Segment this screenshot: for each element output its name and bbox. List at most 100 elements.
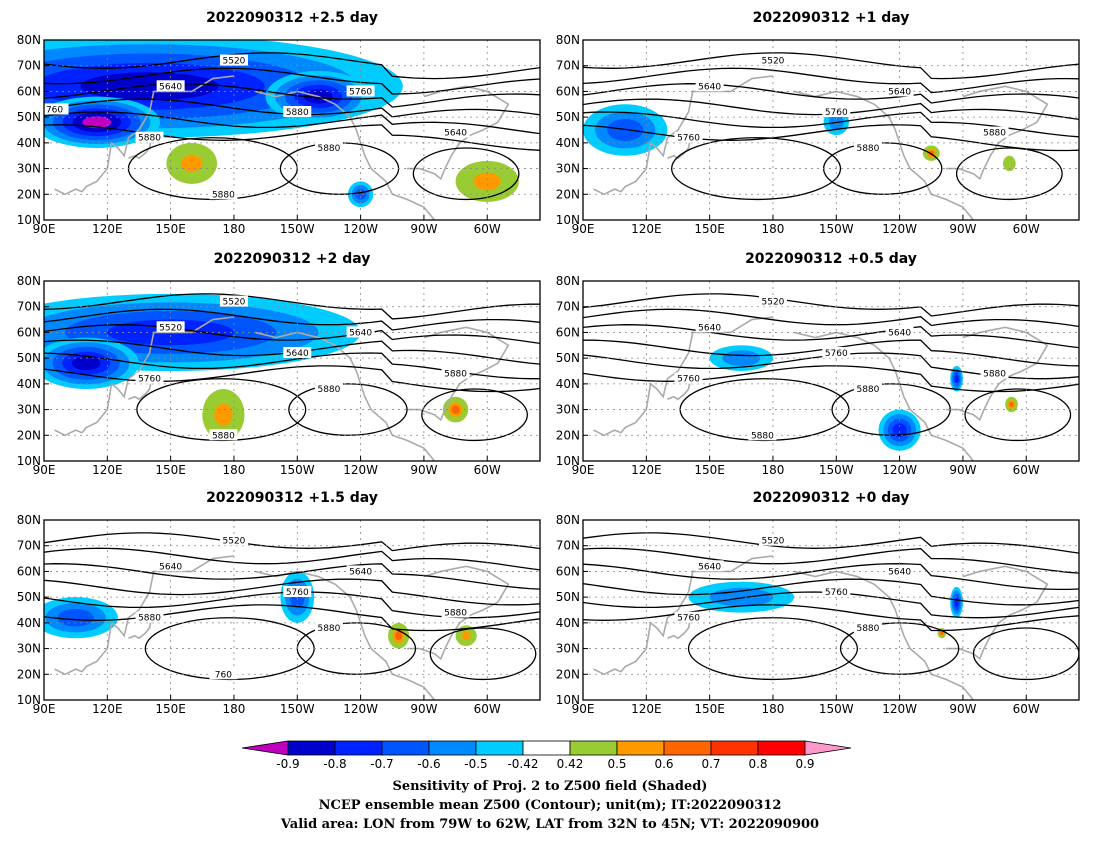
sensitivity-blob	[473, 172, 501, 191]
panel-title: 2022090312 +2.5 day	[206, 10, 378, 26]
contour-label-bg	[135, 611, 164, 623]
sensitivity-blob	[722, 350, 761, 366]
contour-label: 5880	[138, 134, 161, 144]
lat-tick-label: 40N	[17, 616, 41, 630]
contour-label: 5520	[223, 57, 246, 67]
contour-label-bg	[853, 383, 882, 394]
lat-tick-label: 40N	[17, 377, 41, 391]
contour-label-bg	[695, 321, 724, 333]
lat-tick-label: 70N	[17, 300, 41, 314]
contour-label: 5640	[888, 87, 911, 97]
lon-tick-label: 180	[223, 222, 246, 236]
height-contour	[583, 308, 1079, 328]
lon-tick-label: 120W	[343, 702, 378, 716]
contour-label: 5520	[223, 537, 246, 547]
contour-label-bg	[156, 321, 185, 333]
contour-label: 5640	[349, 328, 372, 338]
contour-label: 5880	[138, 614, 161, 624]
lon-tick-label: 120E	[631, 222, 662, 236]
lon-tick-label: 180	[762, 222, 785, 236]
colorbar: -0.9 -0.8 -0.7 -0.6 -0.5 -0.42 0.42 0.5 0.6 0.7 0.…	[241, 740, 852, 771]
coastline	[54, 75, 235, 196]
sensitivity-blob	[214, 403, 233, 426]
coastline	[593, 555, 774, 676]
coastline	[946, 326, 1049, 422]
lat-tick-label: 60N	[17, 84, 41, 98]
lon-tick-label: 90W	[949, 463, 976, 477]
lat-tick-label: 20N	[556, 187, 580, 201]
contour-label: 5520	[762, 537, 785, 547]
height-contour	[44, 324, 540, 345]
lon-tick-label: 180	[762, 702, 785, 716]
contour-label: 5760	[349, 87, 372, 97]
panel-title: 2022090312 +0.5 day	[745, 251, 917, 267]
lon-tick-label: 120W	[882, 463, 917, 477]
height-contour	[583, 604, 1079, 632]
coastline	[946, 565, 1049, 661]
colorbar-label: -0.9	[276, 757, 299, 771]
sensitivity-blob	[180, 154, 203, 173]
height-contour	[429, 627, 537, 681]
lon-tick-label: 90E	[33, 463, 56, 477]
lon-tick-label: 150W	[819, 222, 854, 236]
lat-tick-label: 30N	[17, 403, 41, 417]
lon-tick-label: 60W	[1013, 222, 1040, 236]
contour-label-bg	[885, 326, 914, 338]
panel-frame	[582, 280, 1080, 462]
contour-label-bg	[822, 586, 851, 597]
colorbar-swatch	[757, 740, 806, 756]
colorbar-label: -0.5	[464, 757, 487, 771]
colorbar-arrow-left	[241, 740, 289, 756]
lat-tick-label: 20N	[17, 187, 41, 201]
lon-tick-label: 120W	[882, 702, 917, 716]
colorbar-arrow-right	[804, 740, 852, 756]
lat-tick-label: 10N	[556, 693, 580, 707]
coastline	[407, 565, 510, 661]
contour-label-bg	[209, 668, 238, 680]
lat-tick-label: 60N	[556, 84, 580, 98]
lat-tick-label: 50N	[17, 590, 41, 604]
contour-label-bg	[674, 131, 703, 143]
contour-label-bg	[853, 622, 882, 633]
contour-label-bg	[283, 347, 312, 358]
colorbar-label: -0.6	[417, 757, 440, 771]
contour-label-bg	[209, 429, 238, 441]
height-contour	[583, 124, 1079, 152]
lat-tick-label: 50N	[556, 351, 580, 365]
lon-tick-label: 90W	[410, 463, 437, 477]
contour-label-bg	[695, 560, 724, 572]
height-contour	[136, 378, 307, 442]
lon-tick-label: 120E	[92, 222, 123, 236]
sensitivity-blob	[57, 608, 94, 627]
contour-label: 5880	[444, 609, 467, 619]
lon-tick-label: 150E	[155, 222, 186, 236]
lat-tick-label: 70N	[556, 59, 580, 73]
panel-frame	[582, 519, 1080, 701]
contour-label-bg	[758, 54, 787, 66]
lat-tick-label: 50N	[556, 110, 580, 124]
sensitivity-blob	[892, 423, 907, 437]
contour-label-bg	[283, 586, 312, 597]
lat-tick-label: 10N	[17, 454, 41, 468]
contour-label-bg	[346, 565, 375, 577]
lat-tick-label: 30N	[556, 162, 580, 176]
lat-tick-label: 30N	[556, 403, 580, 417]
contour-label-bg	[674, 372, 703, 384]
lon-tick-label: 120W	[343, 463, 378, 477]
lon-tick-label: 180	[223, 702, 246, 716]
contour-label: 5520	[223, 298, 246, 308]
height-contour	[412, 147, 520, 201]
sensitivity-blob	[82, 116, 112, 129]
lat-tick-label: 70N	[556, 300, 580, 314]
colorbar-swatch	[334, 740, 383, 756]
map-panel: 2022090312 +2.5 day 5520 5640 5760 5880 5880 5…	[17, 10, 541, 236]
contour-label: 5880	[983, 129, 1006, 139]
lat-tick-label: 10N	[17, 693, 41, 707]
lon-tick-label: 60W	[474, 222, 501, 236]
contour-label: 5760	[825, 108, 848, 118]
panel-title: 2022090312 +1 day	[753, 10, 910, 26]
lon-tick-label: 120W	[343, 222, 378, 236]
contour-label: 5640	[159, 562, 182, 572]
contour-label-bg	[822, 347, 851, 358]
lat-tick-label: 50N	[556, 590, 580, 604]
